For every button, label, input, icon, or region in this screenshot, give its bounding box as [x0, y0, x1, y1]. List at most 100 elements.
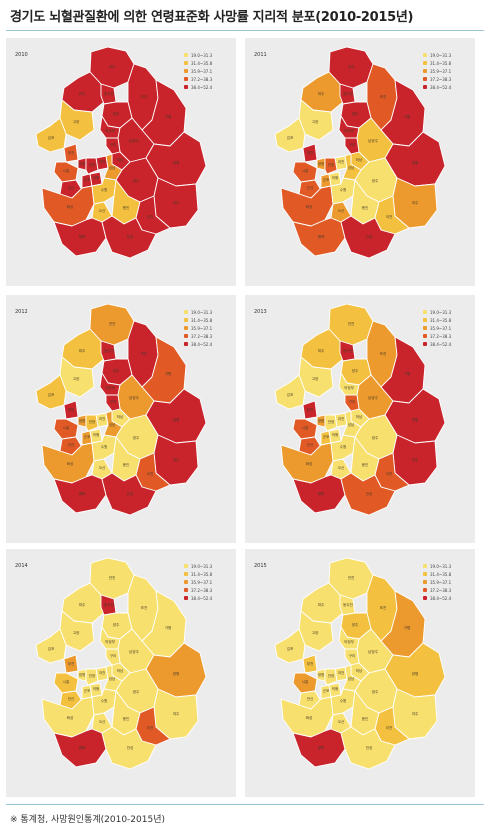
region-label: 동두천 [104, 348, 114, 353]
legend-label: 35.9~37.1 [191, 325, 213, 331]
region-label: 의왕 [93, 432, 100, 437]
legend-label: 38.4~52.4 [191, 341, 213, 347]
region-label: 안산 [307, 696, 314, 701]
region-label: 이천 [386, 725, 393, 730]
legend-swatch [184, 580, 188, 584]
legend-item: 37.2~38.3 [184, 75, 212, 83]
legend-swatch [184, 334, 188, 338]
legend-item: 38.4~52.4 [423, 340, 451, 348]
region-label: 평택 [79, 491, 86, 496]
region-label: 용인 [362, 205, 369, 210]
map-year-label: 2015 [254, 563, 267, 569]
region-label: 파주 [79, 348, 86, 353]
legend-item: 37.2~38.3 [184, 332, 212, 340]
region-label: 군포 [84, 435, 91, 439]
region-label: 파주 [318, 348, 325, 353]
legend-item: 38.4~52.4 [423, 594, 451, 602]
region-label: 구리 [349, 399, 356, 404]
region-label: 용인 [123, 462, 130, 467]
legend-label: 31.4~35.8 [191, 317, 213, 323]
map-legend: 19.0~31.3 31.4~35.8 35.9~37.1 37.2~38.3 38.4… [423, 562, 451, 602]
region-label: 시흥 [63, 168, 70, 173]
legend-item: 38.4~52.4 [184, 340, 212, 348]
legend-item: 31.4~35.8 [184, 316, 212, 324]
legend-swatch [423, 572, 427, 576]
region-label: 김포 [287, 646, 294, 651]
map-panel-2014: 2014 연천 포천 파주 동두천 양주 가평 고양 의정부 남양주 양평 김포 구리 하남 부천 광명 과천 시… [6, 549, 236, 797]
region-label: 과천 [99, 159, 106, 164]
page-title: 경기도 뇌혈관질환에 의한 연령표준화 사망률 지리적 분포(2010-2015… [10, 10, 414, 25]
region-label: 수원 [101, 187, 108, 192]
legend-label: 37.2~38.3 [430, 333, 452, 339]
region-label: 양평 [173, 671, 180, 676]
region-안양 [85, 668, 99, 686]
legend-item: 31.4~35.8 [423, 316, 451, 324]
region-label: 광명 [318, 161, 325, 166]
region-김포 [35, 374, 67, 410]
map-legend: 19.0~31.3 31.4~35.8 35.9~37.1 37.2~38.3 38.4… [423, 308, 451, 348]
footer-divider [6, 804, 484, 805]
region-label: 안양 [328, 419, 335, 424]
map-panel-2012: 2012 연천 포천 파주 동두천 양주 가평 고양 의정부 남양주 양평 김포 구리 하남 부천 광명 과천 시… [6, 295, 236, 543]
region-label: 과천 [99, 416, 106, 421]
legend-swatch [423, 588, 427, 592]
region-label: 안산 [68, 696, 75, 701]
region-label: 양주 [113, 368, 120, 373]
region-label: 군포 [323, 689, 330, 693]
legend-item: 37.2~38.3 [423, 332, 451, 340]
region-label: 양주 [113, 111, 120, 116]
region-label: 고양 [73, 376, 80, 381]
region-label: 평택 [318, 491, 325, 496]
region-label: 양주 [352, 111, 359, 116]
source-note: ※ 통계청, 사망원인통계(2010-2015년) [10, 815, 166, 825]
region-label: 수원 [340, 444, 347, 449]
region-label: 광주 [133, 689, 140, 694]
legend-item: 31.4~35.8 [423, 570, 451, 578]
region-label: 성남 [348, 165, 355, 170]
region-label: 화성 [306, 461, 313, 466]
region-label: 의정부 [105, 385, 116, 390]
map-year-label: 2010 [15, 52, 28, 58]
region-label: 평택 [79, 745, 86, 750]
map-year-label: 2013 [254, 309, 267, 315]
legend-item: 19.0~31.3 [184, 51, 212, 59]
region-안양 [324, 157, 338, 175]
region-label: 안산 [68, 185, 75, 190]
legend-label: 38.4~52.4 [430, 595, 452, 601]
legend-label: 35.9~37.1 [430, 579, 452, 585]
legend-item: 37.2~38.3 [423, 75, 451, 83]
region-label: 동두천 [104, 91, 114, 96]
region-label: 안양 [89, 673, 96, 678]
region-label: 의정부 [105, 128, 116, 133]
region-label: 안성 [366, 491, 373, 496]
region-label: 용인 [362, 462, 369, 467]
legend-label: 37.2~38.3 [191, 333, 213, 339]
region-label: 광주 [133, 178, 140, 183]
region-label: 이천 [147, 725, 154, 730]
region-label: 과천 [99, 670, 106, 675]
region-안성 [340, 726, 396, 770]
legend-swatch [423, 318, 427, 322]
legend-swatch [184, 564, 188, 568]
legend-item: 19.0~31.3 [423, 308, 451, 316]
region-안성 [340, 472, 396, 516]
region-label: 부천 [68, 407, 75, 412]
region-label: 구리 [110, 142, 117, 147]
region-김포 [35, 117, 67, 153]
region-label: 시흥 [302, 168, 309, 173]
region-label: 화성 [67, 204, 74, 209]
region-label: 포천 [380, 605, 387, 610]
region-label: 남양주 [368, 395, 379, 400]
legend-label: 38.4~52.4 [430, 341, 452, 347]
map-legend: 19.0~31.3 31.4~35.8 35.9~37.1 37.2~38.3 38.4… [184, 562, 212, 602]
region-label: 가평 [404, 371, 411, 376]
region-label: 안성 [127, 745, 134, 750]
legend-swatch [184, 318, 188, 322]
region-label: 부천 [68, 661, 75, 666]
legend-item: 35.9~37.1 [423, 324, 451, 332]
region-label: 광주 [372, 435, 379, 440]
